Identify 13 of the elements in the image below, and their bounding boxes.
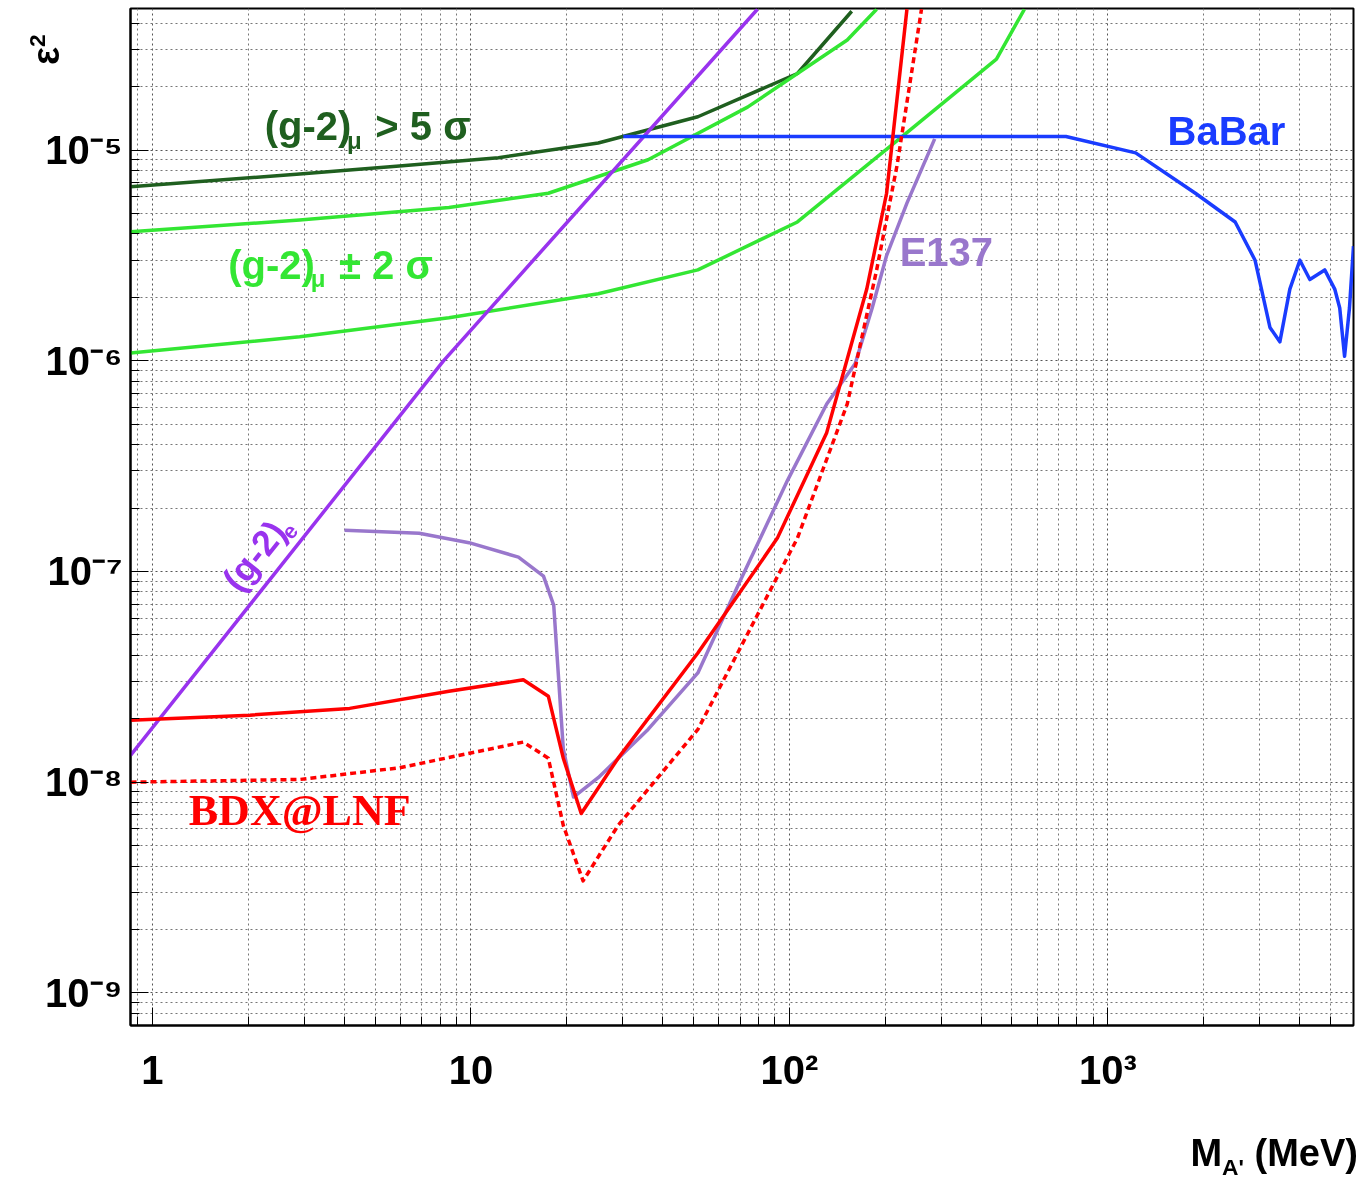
x-tick-label: 1 <box>141 1047 164 1092</box>
y-tick-label: 10⁻⁸ <box>45 760 123 805</box>
x-tick-label: 10 <box>448 1047 494 1092</box>
series-label: BaBar <box>1167 109 1286 154</box>
series-label: E137 <box>899 230 994 275</box>
y-tick-label: 10⁻⁵ <box>45 128 123 173</box>
series-label: BDX@LNF <box>188 786 411 836</box>
x-tick-label: 10² <box>760 1047 819 1092</box>
y-tick-label: 10⁻⁹ <box>45 970 123 1015</box>
x-tick-label: 10³ <box>1078 1047 1137 1092</box>
x-axis-title: M$_{A'}$ (MeV) <box>1190 1131 1358 1181</box>
y-tick-label: 10⁻⁶ <box>45 338 123 383</box>
y-tick-label: 10⁻⁷ <box>47 549 123 594</box>
